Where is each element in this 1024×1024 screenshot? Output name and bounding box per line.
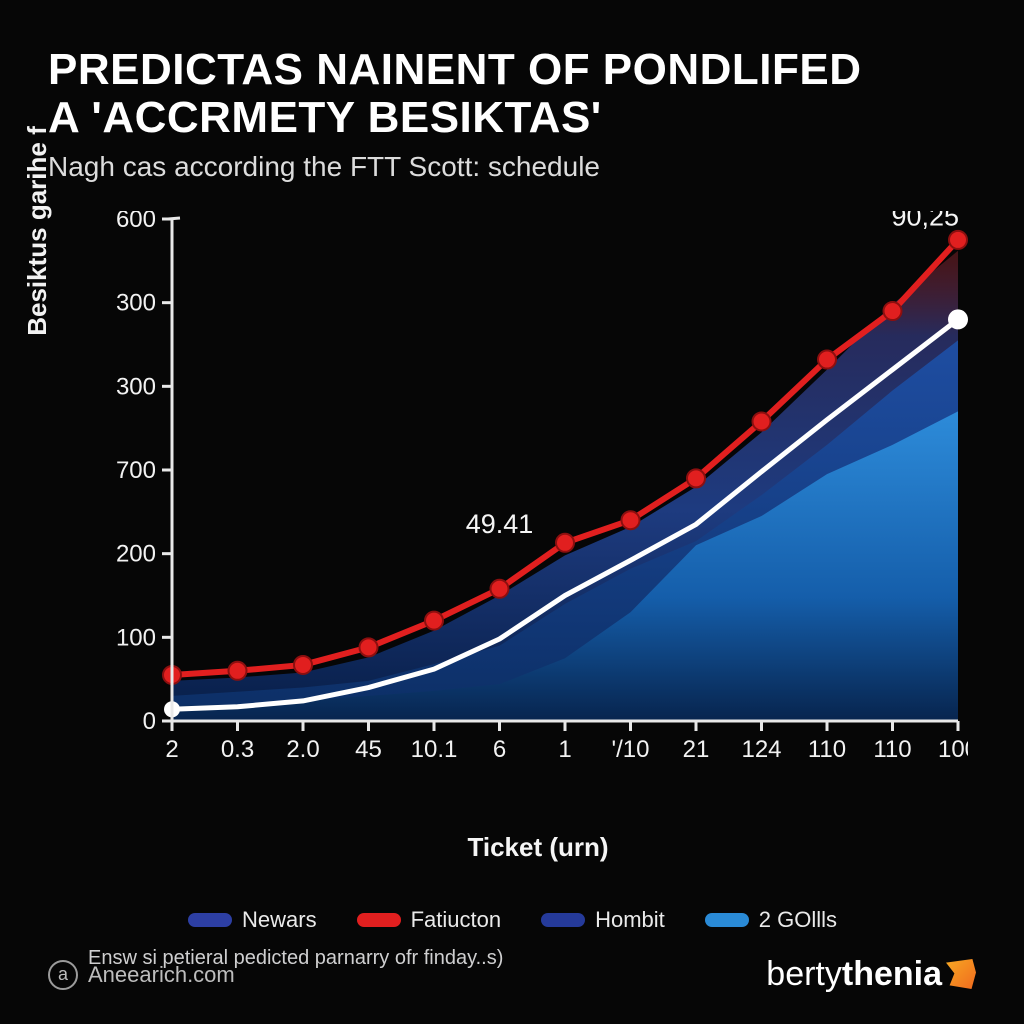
x-tick-label: 10.1 <box>411 736 458 763</box>
legend-item: Hombit <box>541 907 665 933</box>
x-tick-label: '/10 <box>612 736 650 763</box>
legend-item: 2 GOllls <box>705 907 837 933</box>
source-label: Aneearich.com <box>88 962 235 988</box>
legend-swatch <box>705 913 749 927</box>
x-tick-label: 100 <box>938 736 968 763</box>
white-end-marker <box>948 309 968 329</box>
marker-fatiucton <box>425 612 443 630</box>
legend-swatch <box>541 913 585 927</box>
marker-fatiucton <box>622 511 640 529</box>
chart-area: Besiktus garihe f 010020070030030060020.… <box>48 211 968 851</box>
y-tick-label: 300 <box>116 290 156 317</box>
chart-annotation: 90,25 <box>891 211 959 232</box>
y-tick-label: 700 <box>116 457 156 484</box>
legend-label: Fatiucton <box>411 907 502 933</box>
marker-fatiucton <box>229 662 247 680</box>
marker-fatiucton <box>884 302 902 320</box>
brand-mark-icon <box>946 959 976 989</box>
x-tick-label: 45 <box>355 736 382 763</box>
title-line-2: A 'ACCRMETY BESIKTAS' <box>48 93 602 142</box>
marker-fatiucton <box>294 656 312 674</box>
x-tick-label: 110 <box>808 736 846 763</box>
brand-word-1: berty <box>766 955 842 994</box>
legend-label: Hombit <box>595 907 665 933</box>
y-tick-label: 300 <box>116 373 156 400</box>
marker-fatiucton <box>556 534 574 552</box>
x-tick-label: 2.0 <box>286 736 319 763</box>
y-tick-label: 0 <box>143 708 156 735</box>
brand-logo: bertythenia <box>766 955 976 994</box>
legend-label: 2 GOllls <box>759 907 837 933</box>
marker-fatiucton <box>491 580 509 598</box>
legend-swatch <box>188 913 232 927</box>
marker-fatiucton <box>753 413 771 431</box>
legend-label: Newars <box>242 907 317 933</box>
x-tick-label: 110 <box>873 736 911 763</box>
y-tick-label: 200 <box>116 541 156 568</box>
marker-fatiucton <box>949 231 967 249</box>
source-icon: a <box>48 960 78 990</box>
legend-item: Newars <box>188 907 317 933</box>
y-tick-label: 100 <box>116 624 156 651</box>
legend: Newars Fatiucton Hombit 2 GOllls <box>188 907 976 933</box>
x-tick-label: 0.3 <box>221 736 254 763</box>
marker-fatiucton <box>687 469 705 487</box>
chart-svg: 0 100 200 700 300 300 600 2 0.3 2.0 45 10.1 6 1 '/10 21… <box>108 211 968 821</box>
marker-fatiucton <box>818 351 836 369</box>
title-line-1: PREDICTAS NAINENT OF PONDLIFED <box>48 45 862 94</box>
marker-fatiucton <box>360 638 378 656</box>
x-tick-label: 6 <box>493 736 506 763</box>
chart-title: PREDICTAS NAINENT OF PONDLIFED A 'ACCRME… <box>48 46 976 141</box>
x-tick-label: 21 <box>683 736 710 763</box>
legend-swatch <box>357 913 401 927</box>
legend-item: Fatiucton <box>357 907 502 933</box>
x-axis-label: Ticket (urn) <box>108 832 968 863</box>
y-axis-label: Besiktus garihe f <box>22 0 62 551</box>
source-attribution: a Aneearich.com <box>48 960 235 990</box>
y-tick-label: 600 <box>116 211 156 233</box>
x-tick-label: 1 <box>558 736 571 763</box>
chart-annotation: 49.41 <box>466 509 534 539</box>
x-tick-label: 2 <box>165 736 178 763</box>
x-tick-label: 124 <box>741 736 781 763</box>
brand-word-2: thenia <box>842 955 942 994</box>
chart-subtitle: Nagh cas according the FTT Scott: schedu… <box>48 151 976 183</box>
